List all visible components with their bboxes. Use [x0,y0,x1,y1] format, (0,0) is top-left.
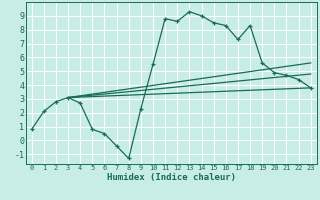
X-axis label: Humidex (Indice chaleur): Humidex (Indice chaleur) [107,173,236,182]
